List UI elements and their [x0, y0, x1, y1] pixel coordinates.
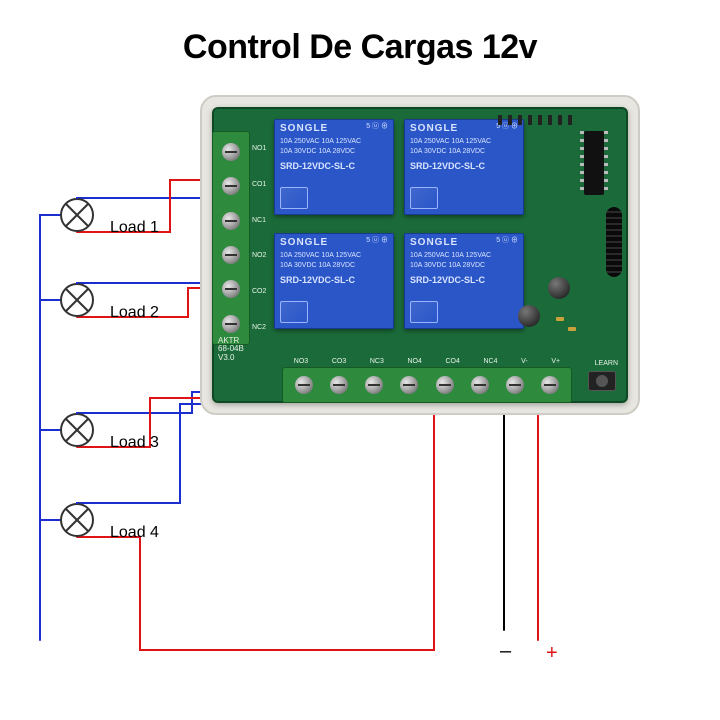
silkscreen-left: NO1CO1NC1NO2CO2NC2: [252, 131, 272, 345]
load-label-2: Load 2: [110, 304, 159, 322]
screw-terminal: [295, 376, 313, 394]
learn-label: LEARN: [595, 360, 618, 367]
screw-terminal: [506, 376, 524, 394]
ic-chip: [584, 131, 604, 195]
board-id-silkscreen: AKTR 68-04B V3.0: [218, 337, 244, 363]
screw-terminal: [400, 376, 418, 394]
relay-1: 5 ⓤ ⊕ SONGLE 10A 250VAC 10A 125VAC 10A 3…: [274, 119, 394, 215]
learn-button[interactable]: [588, 371, 616, 391]
screw-terminal: [222, 246, 240, 264]
terminal-block-bottom: [282, 367, 572, 403]
screw-terminal: [222, 143, 240, 161]
screw-terminal: [436, 376, 454, 394]
screw-terminal: [365, 376, 383, 394]
pcb-board: NO1CO1NC1NO2CO2NC2 5 ⓤ ⊕ SONGLE 10A 250V…: [212, 107, 628, 403]
capacitor: [518, 305, 540, 327]
load-label-4: Load 4: [110, 524, 159, 542]
load-label-1: Load 1: [110, 219, 159, 237]
load-label-3: Load 3: [110, 434, 159, 452]
silkscreen-bottom: NO3CO3NC3NO4CO4NC4V-V+: [282, 358, 572, 365]
screw-terminal: [330, 376, 348, 394]
relay-2: 5 ⓤ ⊕ SONGLE 10A 250VAC 10A 125VAC 10A 3…: [404, 119, 524, 215]
polarity-pos: +: [546, 642, 558, 665]
smd: [556, 317, 564, 321]
enclosure: NO1CO1NC1NO2CO2NC2 5 ⓤ ⊕ SONGLE 10A 250V…: [200, 95, 640, 415]
screw-terminal: [541, 376, 559, 394]
screw-terminal: [222, 177, 240, 195]
capacitor: [548, 277, 570, 299]
screw-terminal: [471, 376, 489, 394]
smd: [568, 327, 576, 331]
relay-4: 5 ⓤ ⊕ SONGLE 10A 250VAC 10A 125VAC 10A 3…: [404, 233, 524, 329]
header-pins: [498, 115, 578, 125]
rf-antenna-coil: [606, 207, 622, 277]
terminal-block-left: [212, 131, 250, 345]
polarity-neg: –: [500, 640, 511, 663]
screw-terminal: [222, 212, 240, 230]
screw-terminal: [222, 280, 240, 298]
relay-3: 5 ⓤ ⊕ SONGLE 10A 250VAC 10A 125VAC 10A 3…: [274, 233, 394, 329]
screw-terminal: [222, 315, 240, 333]
